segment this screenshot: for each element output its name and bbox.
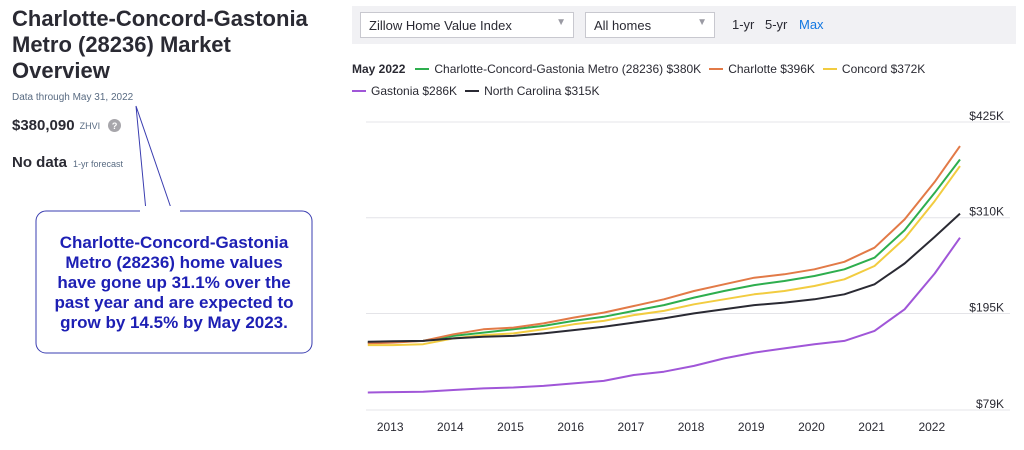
chart-controls: Zillow Home Value Index ▼ All homes ▼ 1-… xyxy=(352,6,1016,44)
x-tick-label: 2018 xyxy=(678,420,705,434)
x-tick-label: 2021 xyxy=(858,420,885,434)
x-tick-label: 2015 xyxy=(497,420,524,434)
legend-item: Gastonia $286K xyxy=(352,80,457,102)
x-tick-label: 2022 xyxy=(918,420,945,434)
callout-text: Charlotte-Concord-Gastonia Metro (28236)… xyxy=(54,233,294,332)
zhvi-value: $380,090 xyxy=(12,117,75,134)
x-tick-label: 2014 xyxy=(437,420,464,434)
chevron-down-icon: ▼ xyxy=(697,17,707,28)
chart-legend: May 2022 Charlotte-Concord-Gastonia Metro… xyxy=(352,58,1012,102)
market-overview-panel: Charlotte-Concord-Gastonia Metro (28236)… xyxy=(12,6,342,171)
legend-date: May 2022 xyxy=(352,62,406,76)
index-select-value: Zillow Home Value Index xyxy=(369,18,512,33)
forecast-value: No data xyxy=(12,154,68,171)
zhvi-label: ZHVI xyxy=(79,120,101,131)
legend-swatch xyxy=(709,67,724,70)
data-through-date: Data through May 31, 2022 xyxy=(12,92,134,103)
x-tick-label: 2016 xyxy=(557,420,584,434)
index-select[interactable]: Zillow Home Value Index ▼ xyxy=(360,12,574,38)
legend-label: North Carolina $315K xyxy=(484,84,600,98)
legend-item: Concord $372K xyxy=(822,58,926,80)
x-tick-label: 2019 xyxy=(738,420,765,434)
legend-swatch xyxy=(352,89,366,92)
range-max-button[interactable]: Max xyxy=(799,17,824,32)
chevron-down-icon: ▼ xyxy=(556,17,566,28)
series-line xyxy=(367,145,961,345)
zhvi-row: $380,090 ZHVI ? xyxy=(12,117,342,134)
home-type-select[interactable]: All homes ▼ xyxy=(585,12,715,38)
help-icon[interactable]: ? xyxy=(108,119,122,132)
x-tick-label: 2017 xyxy=(618,420,645,434)
series-line xyxy=(367,158,961,344)
series-line xyxy=(367,212,961,343)
y-tick-label: $425K xyxy=(969,109,1004,123)
range-1yr-button[interactable]: 1-yr xyxy=(732,17,755,32)
legend-item: North Carolina $315K xyxy=(465,80,599,102)
legend-label: Charlotte $396K xyxy=(728,62,815,76)
legend-swatch xyxy=(415,67,430,70)
legend-swatch xyxy=(822,67,837,70)
legend-label: Gastonia $286K xyxy=(371,84,458,98)
forecast-label: 1-yr forecast xyxy=(73,159,124,169)
y-tick-label: $310K xyxy=(969,205,1004,219)
x-tick-label: 2013 xyxy=(377,420,404,434)
legend-label: Concord $372K xyxy=(841,62,926,76)
series-line xyxy=(367,237,961,394)
legend-swatch xyxy=(465,89,480,92)
range-5yr-button[interactable]: 5-yr xyxy=(765,17,788,32)
legend-item: Charlotte $396K xyxy=(709,58,815,80)
legend-label: Charlotte-Concord-Gastonia Metro (28236)… xyxy=(434,62,702,76)
home-type-select-value: All homes xyxy=(594,18,652,33)
page-title: Charlotte-Concord-Gastonia Metro (28236)… xyxy=(12,6,308,83)
forecast-row: No data 1-yr forecast xyxy=(12,154,342,171)
y-tick-label: $79K xyxy=(976,397,1004,411)
x-tick-label: 2020 xyxy=(798,420,825,434)
legend-item: Charlotte-Concord-Gastonia Metro (28236)… xyxy=(415,58,701,80)
legend-items: Charlotte-Concord-Gastonia Metro (28236)… xyxy=(352,62,933,98)
y-tick-label: $195K xyxy=(969,300,1004,314)
